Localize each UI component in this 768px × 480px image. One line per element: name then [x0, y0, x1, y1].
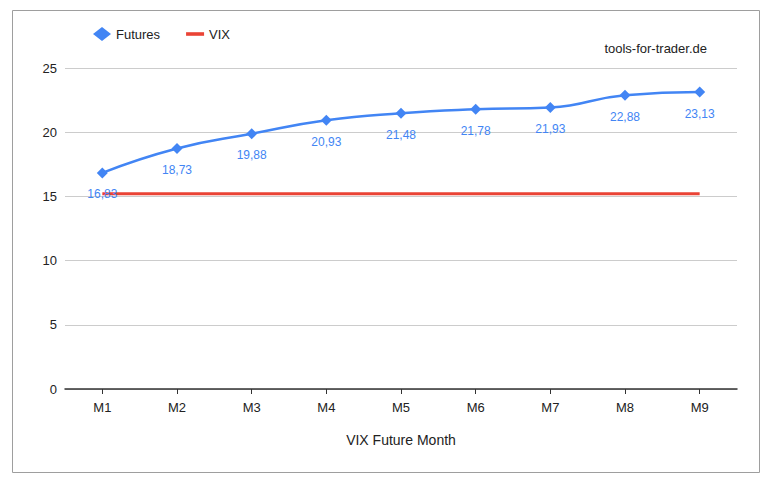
- svg-text:M9: M9: [691, 400, 709, 415]
- svg-text:10: 10: [43, 253, 57, 268]
- svg-text:M1: M1: [93, 400, 111, 415]
- svg-text:5: 5: [50, 317, 57, 332]
- svg-text:VIX: VIX: [209, 27, 230, 42]
- svg-text:M3: M3: [243, 400, 261, 415]
- svg-text:25: 25: [43, 61, 57, 76]
- svg-text:M7: M7: [541, 400, 559, 415]
- svg-text:M5: M5: [392, 400, 410, 415]
- svg-text:20: 20: [43, 125, 57, 140]
- svg-text:Futures: Futures: [116, 27, 161, 42]
- svg-text:18,73: 18,73: [162, 163, 192, 177]
- svg-text:23,13: 23,13: [685, 107, 715, 121]
- svg-text:16,83: 16,83: [87, 187, 117, 201]
- svg-text:VIX Future Month: VIX Future Month: [346, 432, 456, 448]
- svg-text:19,88: 19,88: [237, 148, 267, 162]
- svg-text:M8: M8: [616, 400, 634, 415]
- svg-text:20,93: 20,93: [311, 135, 341, 149]
- svg-text:21,93: 21,93: [535, 122, 565, 136]
- svg-text:tools-for-trader.de: tools-for-trader.de: [604, 41, 707, 56]
- svg-text:0: 0: [50, 382, 57, 397]
- svg-text:15: 15: [43, 189, 57, 204]
- svg-text:22,88: 22,88: [610, 110, 640, 124]
- svg-text:21,48: 21,48: [386, 128, 416, 142]
- svg-text:21,78: 21,78: [461, 124, 491, 138]
- svg-text:M2: M2: [168, 400, 186, 415]
- svg-text:M4: M4: [317, 400, 335, 415]
- svg-text:M6: M6: [467, 400, 485, 415]
